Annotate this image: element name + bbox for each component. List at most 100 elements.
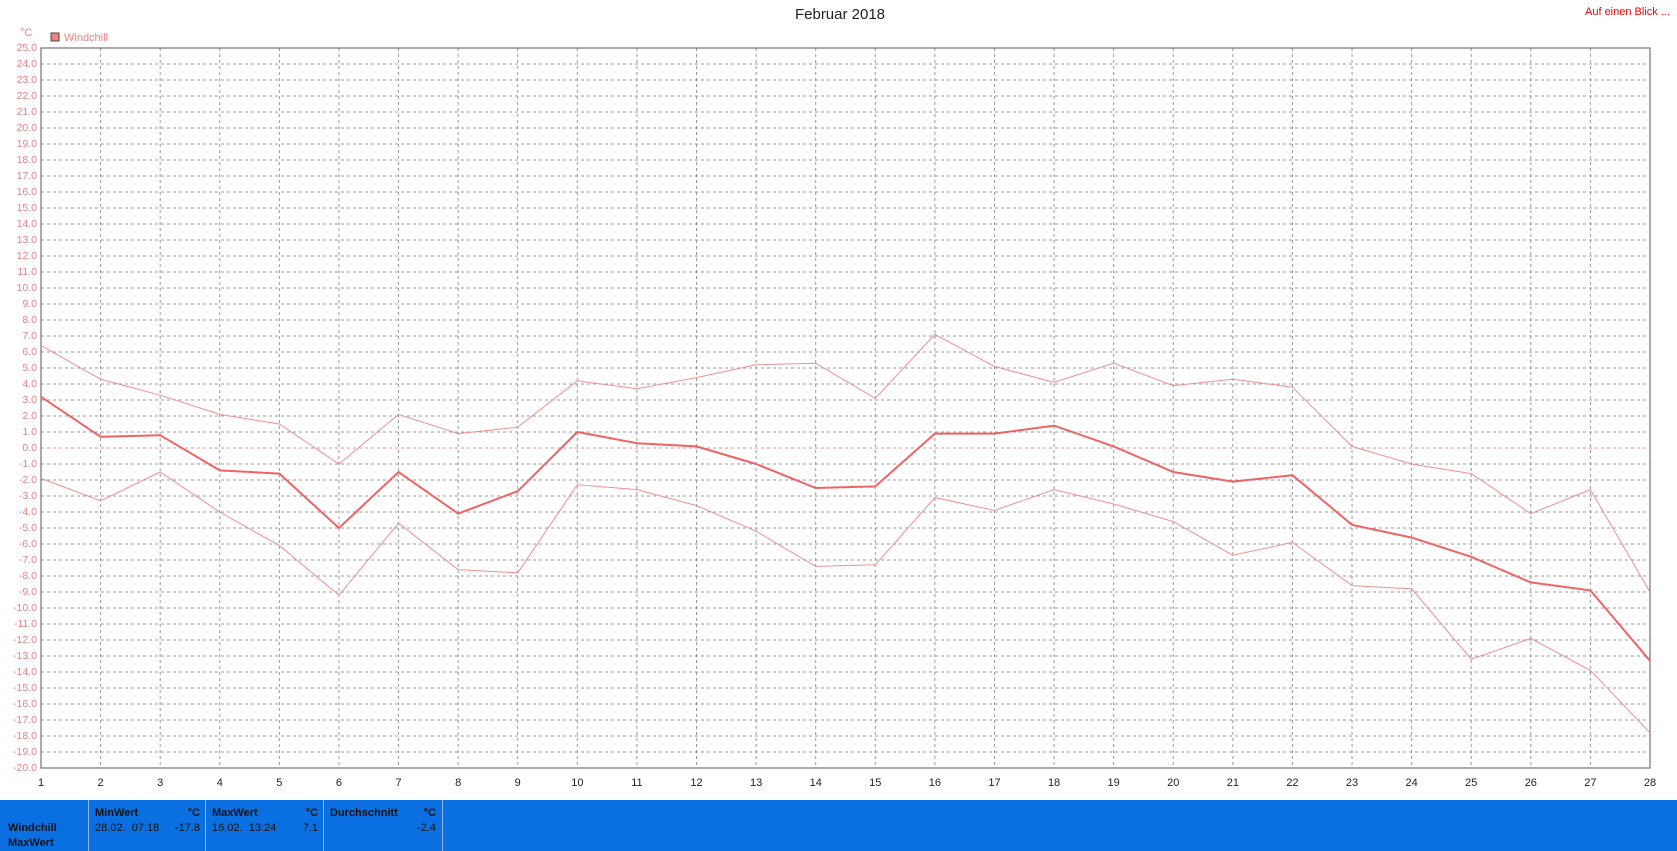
- y-unit: °C: [20, 27, 32, 39]
- y-tick-label: 15.0: [17, 202, 38, 214]
- y-tick-label: 8.0: [22, 314, 37, 326]
- x-tick-label: 17: [988, 777, 1000, 789]
- y-tick-label: -7.0: [19, 554, 37, 566]
- x-tick-label: 4: [217, 777, 223, 789]
- stats-panel: Windchill MaxWert MinWert °C 28.02. 07:1…: [0, 800, 1677, 851]
- stat-unit: °C: [305, 807, 318, 819]
- y-tick-label: 7.0: [22, 330, 37, 342]
- row-label: MaxWert: [8, 837, 54, 849]
- stat-title: MaxWert: [212, 807, 258, 819]
- x-tick-label: 2: [98, 777, 104, 789]
- x-tick-label: 20: [1167, 777, 1179, 789]
- stat-unit: °C: [423, 807, 436, 819]
- y-tick-label: 22.0: [17, 90, 38, 102]
- y-tick-label: 25.0: [17, 42, 38, 54]
- x-tick-label: 26: [1525, 777, 1537, 789]
- stat-cell: MaxWert °C 16.02. 13:24 7.1: [205, 800, 324, 851]
- series-line: [40, 333, 1651, 593]
- x-tick-label: 25: [1465, 777, 1477, 789]
- x-tick-label: 19: [1108, 777, 1120, 789]
- chart: Februar 2018 Auf einen Blick ... °C Wind…: [13, 6, 1670, 789]
- y-tick-label: 9.0: [22, 298, 37, 310]
- x-tick-label: 15: [869, 777, 881, 789]
- x-tick-label: 10: [571, 777, 583, 789]
- legend-swatch: [50, 32, 60, 42]
- stat-title: Durchschnitt: [330, 807, 398, 819]
- y-tick-label: -16.0: [13, 698, 37, 710]
- y-tick-label: 18.0: [17, 154, 38, 166]
- y-tick-label: 3.0: [22, 394, 37, 406]
- y-tick-label: -20.0: [13, 762, 37, 774]
- y-tick-label: -15.0: [13, 682, 37, 694]
- x-tick-label: 22: [1286, 777, 1298, 789]
- x-tick-label: 3: [157, 777, 163, 789]
- y-tick-label: 24.0: [17, 58, 38, 70]
- y-tick-label: 19.0: [17, 138, 38, 150]
- y-tick-label: 10.0: [17, 282, 38, 294]
- x-tick-label: 1: [38, 777, 44, 789]
- chart-title: Februar 2018: [795, 6, 885, 23]
- y-tick-label: -11.0: [14, 618, 37, 630]
- series-line: [40, 395, 1651, 662]
- y-tick-label: 23.0: [17, 74, 38, 86]
- y-tick-label: 11.0: [17, 266, 37, 278]
- x-tick-label: 9: [515, 777, 521, 789]
- y-tick-label: 13.0: [17, 234, 38, 246]
- y-tick-label: -6.0: [19, 538, 37, 550]
- row-label: Windchill: [8, 822, 57, 834]
- x-tick-label: 13: [750, 777, 762, 789]
- y-tick-label: 17.0: [17, 170, 38, 182]
- y-tick-label: -4.0: [19, 506, 37, 518]
- y-tick-label: -3.0: [19, 490, 37, 502]
- y-tick-label: -2.0: [19, 474, 37, 486]
- y-tick-label: -8.0: [19, 570, 37, 582]
- stat-time: 16.02. 13:24: [212, 822, 277, 834]
- x-tick-label: 24: [1406, 777, 1418, 789]
- header-link[interactable]: Auf einen Blick ...: [1585, 6, 1670, 18]
- legend-label: Windchill: [64, 32, 108, 44]
- y-tick-label: 14.0: [17, 218, 38, 230]
- stat-value: 7.1: [302, 822, 318, 834]
- y-tick-label: 16.0: [17, 186, 38, 198]
- stat-time: 28.02. 07:18: [95, 822, 160, 834]
- x-tick-label: 21: [1227, 777, 1239, 789]
- x-tick-label: 7: [395, 777, 401, 789]
- y-tick-label: -19.0: [13, 746, 37, 758]
- stat-cell: Durchschnitt °C -2.4: [323, 800, 443, 851]
- y-tick-label: -18.0: [13, 730, 37, 742]
- y-tick-label: 12.0: [17, 250, 38, 262]
- y-tick-label: -13.0: [13, 650, 37, 662]
- x-tick-label: 12: [690, 777, 702, 789]
- y-tick-label: 0.0: [22, 442, 37, 454]
- series-line: [40, 471, 1651, 734]
- y-tick-label: 1.0: [22, 426, 37, 438]
- x-tick-label: 27: [1584, 777, 1596, 789]
- y-tick-label: -10.0: [13, 602, 37, 614]
- y-tick-label: -12.0: [13, 634, 37, 646]
- x-tick-label: 8: [455, 777, 461, 789]
- stat-value: -17.8: [174, 822, 200, 834]
- x-tick-label: 6: [336, 777, 342, 789]
- x-tick-label: 18: [1048, 777, 1060, 789]
- y-tick-label: -9.0: [19, 586, 37, 598]
- y-tick-label: 4.0: [22, 378, 37, 390]
- y-tick-label: 20.0: [17, 122, 38, 134]
- x-tick-label: 28: [1644, 777, 1656, 789]
- stat-unit: °C: [187, 807, 200, 819]
- y-tick-label: -14.0: [13, 666, 37, 678]
- y-tick-label: 2.0: [22, 410, 37, 422]
- x-tick-label: 16: [929, 777, 941, 789]
- y-tick-label: 21.0: [17, 106, 38, 118]
- x-tick-label: 14: [810, 777, 822, 789]
- x-tick-label: 5: [276, 777, 282, 789]
- stat-value: -2.4: [417, 822, 436, 834]
- stat-cell: MinWert °C 28.02. 07:18 -17.8: [88, 800, 206, 851]
- x-tick-label: 23: [1346, 777, 1358, 789]
- plot-frame: [40, 47, 1651, 769]
- stat-title: MinWert: [95, 807, 139, 819]
- x-tick-label: 11: [631, 777, 642, 789]
- y-tick-label: -17.0: [13, 714, 37, 726]
- y-tick-label: 5.0: [22, 362, 37, 374]
- y-tick-label: 6.0: [22, 346, 37, 358]
